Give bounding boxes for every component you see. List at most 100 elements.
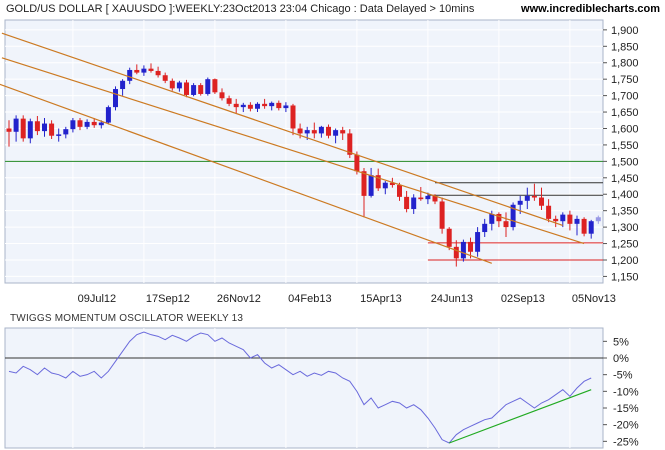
time-tick-label: 24Jun13 (431, 293, 473, 305)
candle-body (496, 213, 502, 222)
osc-tick-label: 0% (613, 353, 629, 365)
time-tick-label: 17Sep12 (146, 293, 190, 305)
candle-body (517, 200, 523, 205)
candle-body (205, 79, 211, 94)
osc-tick-label: -5% (613, 370, 633, 382)
candle-body (446, 228, 452, 247)
candle-body (247, 104, 253, 109)
time-tick-label: 15Apr13 (360, 293, 402, 305)
candle-body (198, 85, 204, 94)
time-tick-label: 05Nov13 (572, 293, 616, 305)
candle-body (169, 80, 175, 89)
candle-body (524, 195, 530, 201)
candle-body (389, 182, 395, 186)
candle-body (375, 175, 381, 189)
candle-body (539, 197, 544, 206)
candle-body (283, 105, 289, 109)
candle-body (411, 197, 417, 210)
price-tick-label: 1,500 (611, 156, 639, 168)
price-tick-label: 1,900 (611, 25, 639, 37)
candle-body (489, 213, 495, 224)
candle-body (184, 82, 189, 95)
candle-body (340, 130, 346, 134)
candle-body (418, 197, 424, 200)
candle-body (212, 79, 218, 93)
price-tick-label: 1,700 (611, 91, 639, 103)
osc-tick-label: -15% (613, 403, 639, 415)
price-tick-label: 1,250 (611, 239, 639, 251)
candle-body (510, 204, 516, 228)
candle-body (49, 123, 55, 136)
time-tick-label: 04Feb13 (288, 293, 331, 305)
candle-body (290, 105, 296, 129)
candle-body (326, 126, 331, 136)
candle-body (20, 118, 26, 139)
candle-body (588, 221, 594, 234)
candle-body (482, 223, 488, 233)
candle-body (425, 195, 431, 200)
candle-body (475, 232, 481, 252)
candle-body (560, 214, 566, 222)
candle-body (63, 129, 69, 135)
candle-body (120, 80, 126, 90)
price-tick-label: 1,850 (611, 41, 639, 53)
candle-body (84, 121, 90, 127)
time-tick-label: 26Nov12 (217, 293, 261, 305)
price-tick-label: 1,750 (611, 74, 639, 86)
price-tick-label: 1,200 (611, 255, 639, 267)
candle-body (531, 195, 537, 198)
candle-body (595, 217, 601, 222)
candle-body (333, 130, 339, 136)
candle-body (432, 195, 438, 202)
price-panel (4, 19, 604, 284)
candle-body (503, 221, 509, 228)
site-link[interactable]: www.incrediblecharts.com (521, 3, 660, 15)
price-tick-label: 1,300 (611, 222, 639, 234)
candle-body (56, 134, 62, 136)
channel-middle (1, 57, 585, 245)
candle-body (276, 102, 282, 109)
chart-title: GOLD/US DOLLAR [ XAUUSDO ]:WEEKLY:23Oct2… (6, 3, 475, 15)
candle-body (567, 214, 573, 224)
price-tick-label: 1,800 (611, 58, 639, 70)
candle-body (127, 69, 133, 81)
price-tick-label: 1,650 (611, 107, 639, 119)
osc-tick-label: -10% (613, 386, 639, 398)
price-tick-label: 1,600 (611, 123, 639, 135)
candle-body (134, 69, 140, 73)
channel-upper (1, 32, 563, 227)
candle-body (318, 126, 324, 134)
candle-body (13, 118, 19, 132)
candle-body (262, 103, 268, 107)
candle-body (219, 92, 225, 99)
candle-body (354, 154, 360, 172)
price-tick-label: 1,350 (611, 206, 639, 218)
candle-body (546, 205, 552, 219)
candle-body (155, 70, 161, 76)
oscillator-trend (448, 389, 592, 444)
candle-body (581, 218, 587, 234)
candle-body (304, 130, 310, 134)
candle-body (397, 185, 402, 197)
channel-lower (0, 83, 493, 264)
candle-body (255, 103, 260, 109)
candle-body (148, 68, 154, 71)
price-tick-label: 1,150 (611, 271, 639, 283)
time-tick-label: 02Sep13 (501, 293, 545, 305)
candle-body (191, 85, 197, 95)
candle-body (460, 241, 466, 259)
candle-body (311, 130, 317, 134)
osc-tick-label: -20% (613, 420, 639, 432)
candle-body (226, 98, 232, 104)
candle-body (382, 182, 388, 189)
candle-body (404, 196, 410, 210)
candle-body (113, 89, 118, 108)
time-tick-label: 09Jul12 (78, 293, 117, 305)
candle-body (34, 121, 40, 132)
candle-body (176, 82, 182, 89)
oscillator-panel (4, 327, 604, 449)
price-tick-label: 1,450 (611, 173, 639, 185)
osc-tick-label: 5% (613, 336, 629, 348)
